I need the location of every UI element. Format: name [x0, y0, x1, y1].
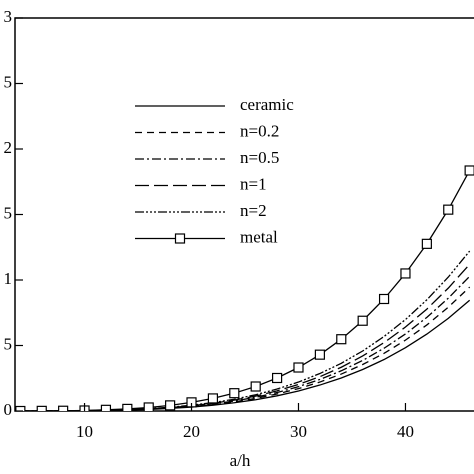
- y-tick-label: 5: [4, 72, 13, 91]
- data-marker: [36, 405, 47, 411]
- y-tick-label: 3: [4, 7, 13, 26]
- x-tick-label: 10: [76, 422, 93, 441]
- legend-label: ceramic: [240, 95, 294, 114]
- data-marker: [271, 372, 283, 384]
- x-tick-label: 30: [290, 422, 307, 441]
- x-tick-label: 40: [397, 422, 414, 441]
- data-marker: [58, 405, 69, 411]
- series-line: [20, 263, 471, 411]
- legend-label: n=0.5: [240, 148, 279, 167]
- series-line: [20, 299, 471, 411]
- data-marker: [100, 404, 112, 411]
- y-tick-label: 5: [4, 203, 13, 222]
- legend-marker: [174, 233, 186, 244]
- data-marker: [207, 393, 219, 404]
- data-marker: [314, 349, 325, 360]
- y-tick-label: 1: [4, 269, 13, 288]
- legend-label: metal: [240, 227, 278, 246]
- plot-area: [15, 165, 474, 411]
- data-marker: [357, 315, 368, 326]
- data-marker: [443, 204, 454, 215]
- series-line: [20, 170, 471, 411]
- data-marker: [15, 405, 26, 411]
- legend-label: n=1: [240, 174, 267, 193]
- y-tick-label: 5: [4, 334, 13, 353]
- x-axis-label: a/h: [230, 451, 251, 470]
- data-marker: [336, 334, 347, 345]
- data-marker: [250, 381, 261, 392]
- data-marker: [378, 293, 390, 305]
- y-tick-label: 0: [4, 400, 13, 419]
- legend-label: n=0.2: [240, 121, 279, 140]
- x-tick-label: 20: [183, 422, 200, 441]
- y-tick-label: 2: [4, 138, 13, 157]
- data-marker: [421, 238, 432, 249]
- data-marker: [165, 400, 176, 411]
- data-marker: [143, 402, 154, 411]
- series-line: [20, 275, 471, 411]
- data-marker: [293, 362, 304, 373]
- data-marker: [122, 403, 133, 411]
- legend-label: n=2: [240, 201, 267, 220]
- data-marker: [464, 165, 474, 176]
- data-marker: [400, 268, 411, 279]
- data-marker: [229, 388, 240, 399]
